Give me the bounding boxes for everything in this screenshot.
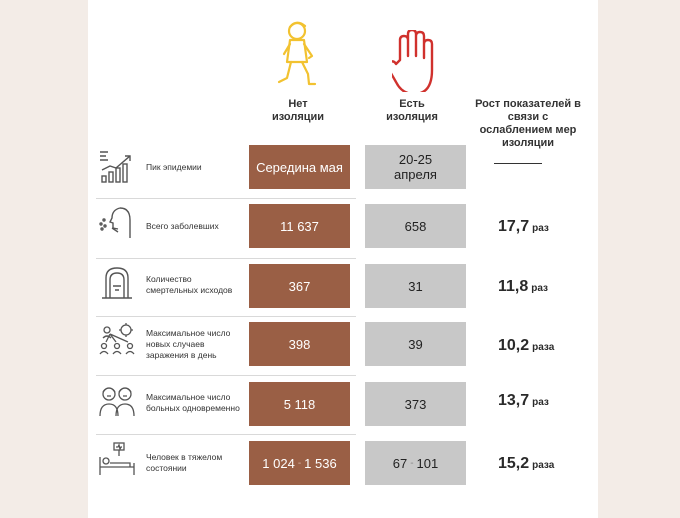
isolation-total-cases: 658 — [365, 204, 466, 248]
ratio-value: 15,2 — [498, 455, 530, 472]
hospital-bed-icon — [98, 441, 136, 479]
header-growth: Рост показателей в связи с ослаблением м… — [475, 98, 581, 149]
row-divider — [96, 198, 356, 199]
row-divider — [96, 434, 356, 435]
ratio-unit: раз — [532, 223, 549, 234]
isolation-max-new-cases: 39 — [365, 322, 466, 366]
ratio-unit: раз — [531, 283, 549, 294]
header-no-isolation: Нет изоляции — [271, 98, 325, 123]
row-label-max-new-cases: Максимальное число новых случаев заражен… — [146, 328, 231, 360]
row-divider — [96, 375, 356, 376]
isolation-peak-value: 20-25 апреля — [365, 145, 466, 189]
walking-child-icon — [275, 18, 321, 94]
row-divider — [96, 316, 356, 317]
virus-spread-icon — [98, 322, 136, 360]
stop-hand-icon — [392, 30, 436, 92]
range-min: 67 — [392, 455, 408, 471]
sick-people-icon — [98, 382, 136, 420]
ratio-value: 11,8 — [498, 278, 529, 295]
ratio-unit: раза — [532, 342, 555, 353]
no-isolation-peak-value: Середина мая — [249, 145, 350, 189]
ratio-value: 13,7 — [498, 392, 530, 409]
range-min: 1 024 — [262, 455, 295, 471]
header-isolation: Есть изоляция — [386, 98, 438, 123]
range-max: 1 536 — [304, 455, 337, 471]
no-isolation-severe: 1 024-1 536 — [249, 441, 350, 485]
growth-dash — [494, 163, 542, 164]
isolation-severe: 67-101 — [365, 441, 466, 485]
ratio-unit: раз — [532, 397, 549, 408]
range-max: 101 — [416, 455, 439, 471]
no-isolation-total-cases: 11 637 — [249, 204, 350, 248]
row-label-deaths: Количество смертельных исходов — [146, 274, 233, 295]
growth-max-simultaneous: 13,7 раз — [498, 392, 578, 410]
isolation-deaths: 31 — [365, 264, 466, 308]
no-isolation-max-new-cases: 398 — [249, 322, 350, 366]
row-label-severe: Человек в тяжелом состоянии — [146, 452, 223, 473]
row-label-total-cases: Всего заболевших — [146, 221, 219, 231]
isolation-max-simultaneous: 373 — [365, 382, 466, 426]
row-label-max-simultaneous: Максимальное число больных одновременно — [146, 392, 240, 413]
row-label-peak: Пик эпидемии — [146, 162, 202, 172]
row-divider — [96, 258, 356, 259]
growth-deaths: 11,8 раз — [498, 278, 578, 296]
growth-severe: 15,2 раза — [498, 455, 578, 473]
ratio-unit: раза — [532, 460, 555, 471]
growth-max-new-cases: 10,2 раза — [498, 337, 578, 355]
sneezing-person-icon — [98, 204, 136, 242]
gravestone-icon — [98, 264, 136, 302]
range-separator: - — [410, 457, 414, 469]
ratio-value: 10,2 — [498, 337, 530, 354]
ratio-value: 17,7 — [498, 218, 530, 235]
infographic-card — [88, 0, 598, 518]
no-isolation-deaths: 367 — [249, 264, 350, 308]
no-isolation-max-simultaneous: 5 118 — [249, 382, 350, 426]
range-separator: - — [297, 457, 302, 469]
growth-total-cases: 17,7 раз — [498, 218, 578, 236]
growth-chart-icon — [98, 148, 136, 186]
